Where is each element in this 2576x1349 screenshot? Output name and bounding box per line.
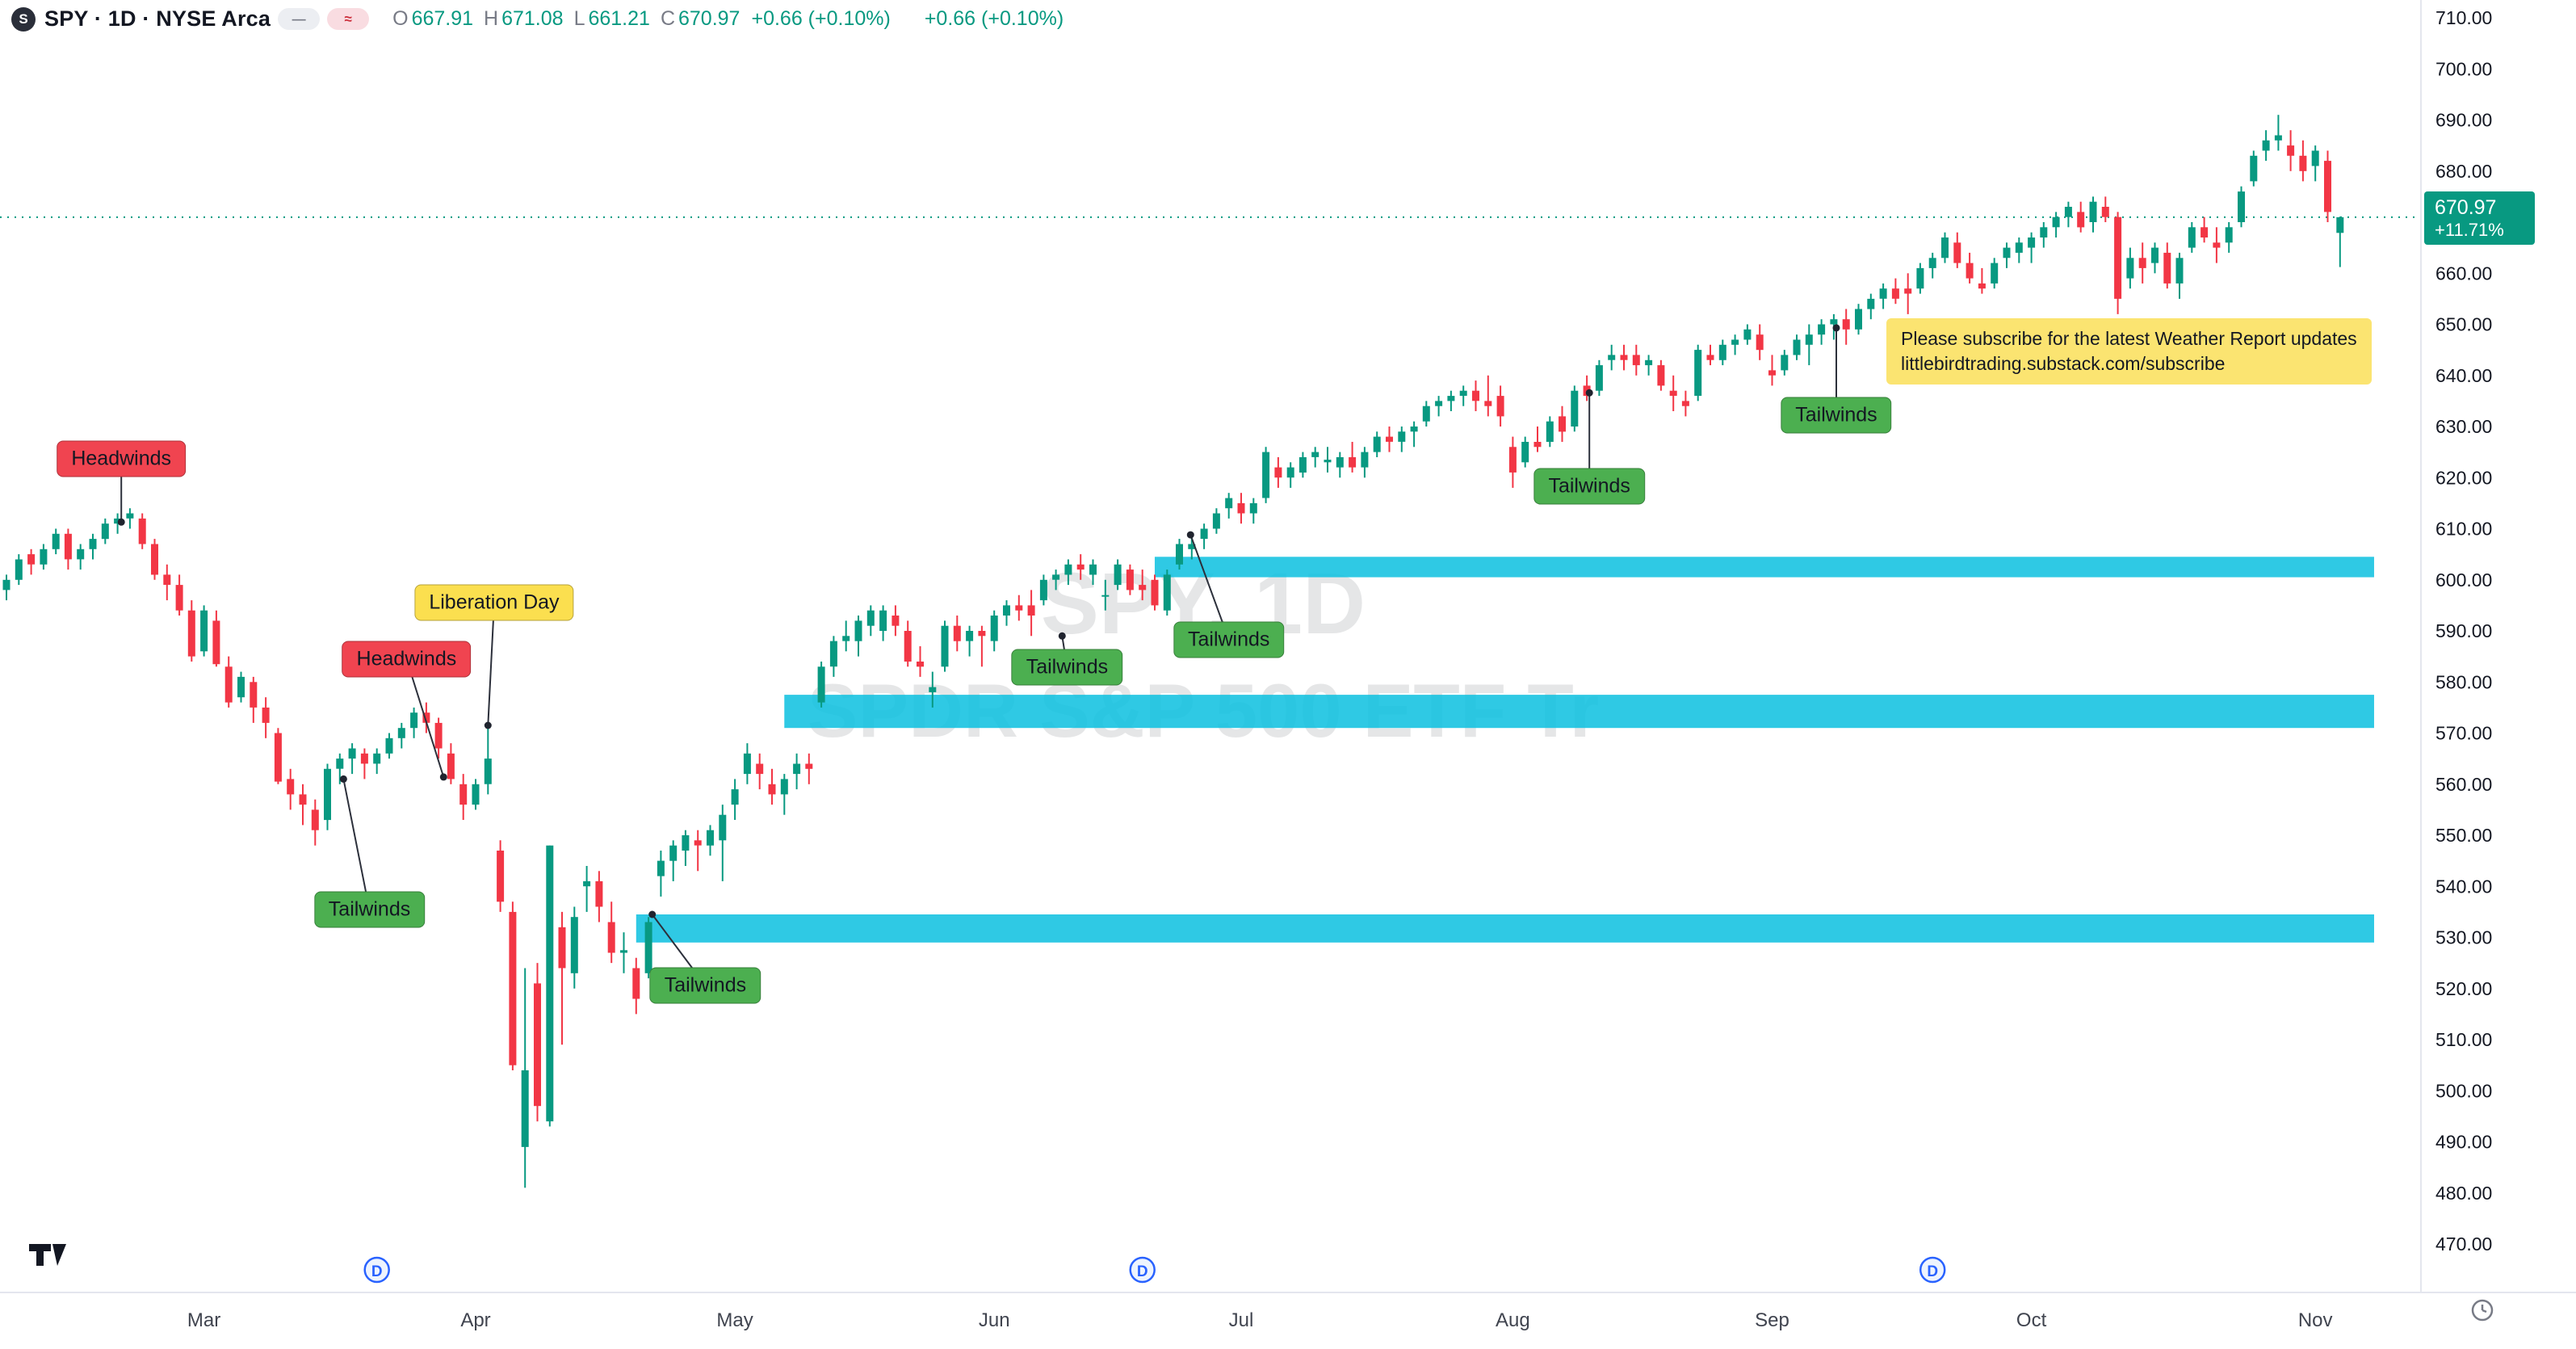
annotation-label-tailwinds[interactable]: Tailwinds [649, 967, 761, 1004]
dividend-marker-letter: D [1927, 1263, 1938, 1280]
annotation-leader-line [405, 658, 445, 778]
annotation-label-headwinds[interactable]: Headwinds [57, 440, 187, 477]
price-tick-label: 660.00 [2435, 263, 2492, 284]
price-tick-label: 680.00 [2435, 161, 2492, 182]
last-price-change-pct: +11.71% [2435, 219, 2504, 240]
price-tick-label: 620.00 [2435, 467, 2492, 488]
price-tick-label: 560.00 [2435, 774, 2492, 795]
last-price-value: 670.97 [2435, 195, 2497, 219]
dividend-marker[interactable] [1129, 1256, 1156, 1284]
price-tick-label: 710.00 [2435, 7, 2492, 28]
annotation-label-tailwinds[interactable]: Tailwinds [1173, 621, 1285, 658]
annotation-anchor-dot [439, 773, 447, 781]
close-label: C [660, 7, 675, 30]
annotation-label-tailwinds[interactable]: Tailwinds [1781, 397, 1892, 434]
price-tick-label: 600.00 [2435, 569, 2492, 590]
annotation-label-headwinds[interactable]: Headwinds [342, 641, 472, 678]
month-label: May [716, 1309, 753, 1331]
annotation-leader-line [342, 779, 371, 910]
month-label: Jul [1229, 1309, 1254, 1331]
annotation-label-tailwinds[interactable]: Tailwinds [313, 891, 426, 928]
annotation-anchor-dot [484, 721, 492, 729]
price-tick-label: 590.00 [2435, 620, 2492, 641]
high-label: H [484, 7, 499, 30]
high-value: 671.08 [501, 7, 564, 30]
price-tick-label: 500.00 [2435, 1080, 2492, 1101]
indicator-chip-wave-icon[interactable]: ≈ [327, 8, 370, 30]
price-tick-label: 470.00 [2435, 1233, 2492, 1254]
open-label: O [392, 7, 409, 30]
price-tick-label: 610.00 [2435, 519, 2492, 540]
price-tick-label: 650.00 [2435, 314, 2492, 335]
annotation-anchor-dot [117, 518, 125, 526]
annotation-anchor-dot [1058, 632, 1066, 640]
price-tick-label: 630.00 [2435, 416, 2492, 437]
annotation-anchor-dot [1585, 389, 1593, 397]
dividend-marker-letter: D [371, 1263, 383, 1280]
month-label: Jun [979, 1309, 1010, 1331]
change-value-extended: +0.66 (+0.10%) [924, 7, 1064, 30]
symbol-title[interactable]: SPY · 1D · NYSE Arca [44, 6, 271, 31]
price-tick-label: 700.00 [2435, 58, 2492, 79]
subscribe-note[interactable]: Please subscribe for the latest Weather … [1886, 318, 2372, 385]
price-tick-label: 490.00 [2435, 1132, 2492, 1153]
price-tick-label: 640.00 [2435, 365, 2492, 386]
annotation-anchor-dot [1186, 531, 1194, 539]
price-tick-label: 480.00 [2435, 1183, 2492, 1204]
month-label: Mar [187, 1309, 220, 1331]
change-value: +0.66 (+0.10%) [751, 7, 891, 30]
toolbar: S SPY · 1D · NYSE Arca — ≈ O 667.91 H 671.… [11, 6, 1064, 32]
subscribe-note-line1: Please subscribe for the latest Weather … [1901, 328, 2357, 349]
annotation-label-liberation-day[interactable]: Liberation Day [414, 584, 574, 621]
price-tick-label: 530.00 [2435, 927, 2492, 948]
close-value: 670.97 [678, 7, 740, 30]
price-tick-label: 690.00 [2435, 110, 2492, 131]
price-tick-label: 520.00 [2435, 978, 2492, 999]
month-label: Sep [1755, 1309, 1789, 1331]
annotation-anchor-dot [648, 910, 657, 918]
annotation-label-tailwinds[interactable]: Tailwinds [1011, 649, 1123, 686]
support-zone[interactable] [784, 695, 2374, 729]
low-value: 661.21 [588, 7, 650, 30]
ohlc-row: O 667.91 H 671.08 L 661.21 C 670.97 +0.66 (+… [382, 7, 1064, 31]
symbol-logo-letter: S [19, 11, 28, 27]
month-label: Aug [1496, 1309, 1530, 1331]
annotation-label-tailwinds[interactable]: Tailwinds [1533, 468, 1645, 505]
price-tick-label: 540.00 [2435, 876, 2492, 897]
open-value: 667.91 [411, 7, 474, 30]
dividend-marker-letter: D [1137, 1263, 1148, 1280]
low-label: L [573, 7, 585, 30]
annotation-leader-line [487, 603, 495, 726]
clock-icon[interactable] [2469, 1297, 2495, 1327]
subscribe-note-line2: littlebirdtrading.substack.com/subscribe [1901, 353, 2226, 375]
support-zone[interactable] [1154, 557, 2374, 578]
annotation-anchor-dot [339, 775, 347, 783]
indicator-chip-collapsed-icon[interactable]: — [278, 8, 321, 30]
support-zone[interactable] [636, 914, 2374, 943]
dividend-marker[interactable] [363, 1256, 390, 1284]
price-tick-label: 550.00 [2435, 825, 2492, 846]
symbol-logo[interactable]: S [11, 6, 36, 32]
price-tick-label: 510.00 [2435, 1029, 2492, 1050]
tradingview-logo-icon[interactable] [29, 1242, 66, 1272]
month-label: Nov [2298, 1309, 2333, 1331]
month-label: Oct [2016, 1309, 2047, 1331]
annotation-anchor-dot [1832, 324, 1840, 332]
month-label: Apr [460, 1309, 490, 1331]
dividend-marker[interactable] [1919, 1256, 1946, 1284]
last-price-badge: 670.97 +11.71% [2424, 191, 2535, 245]
price-tick-label: 580.00 [2435, 671, 2492, 692]
price-tick-label: 570.00 [2435, 723, 2492, 744]
